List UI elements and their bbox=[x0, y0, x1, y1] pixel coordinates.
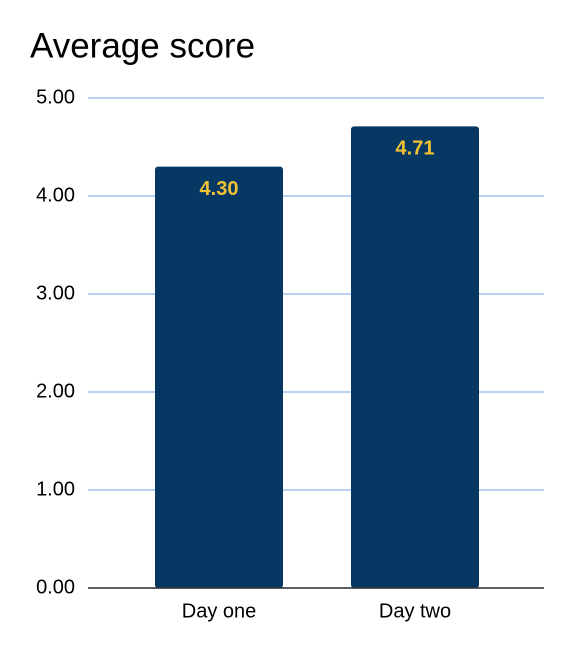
x-tick-label: Day one bbox=[182, 600, 257, 622]
value-label: 4.71 bbox=[396, 138, 435, 160]
y-tick-label: 2.00 bbox=[36, 380, 75, 402]
bar bbox=[351, 126, 479, 589]
y-tick-label: 4.00 bbox=[36, 184, 75, 206]
y-tick-label: 0.00 bbox=[36, 576, 75, 598]
y-tick-label: 5.00 bbox=[36, 86, 75, 108]
bar bbox=[155, 166, 283, 588]
value-label: 4.30 bbox=[200, 178, 239, 200]
x-tick-label: Day two bbox=[379, 600, 451, 622]
y-tick-label: 3.00 bbox=[36, 282, 75, 304]
y-tick-label: 1.00 bbox=[36, 478, 75, 500]
chart-title: Average score bbox=[30, 26, 255, 65]
